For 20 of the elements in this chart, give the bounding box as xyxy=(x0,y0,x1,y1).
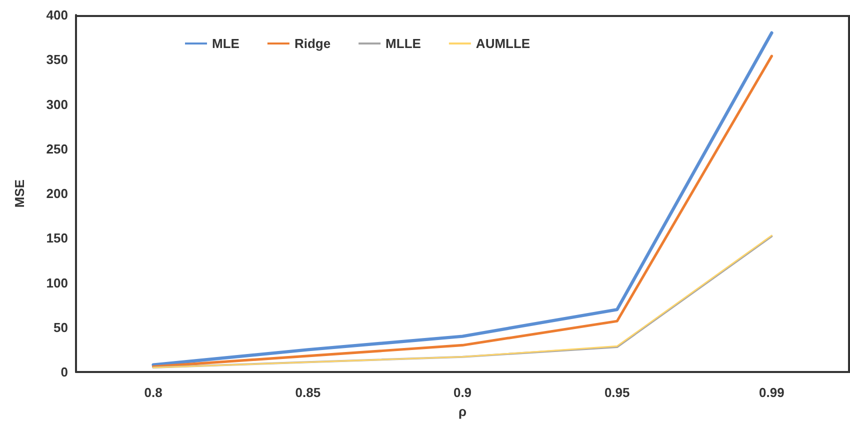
x-tick-label: 0.8 xyxy=(144,385,162,400)
x-tick-label: 0.95 xyxy=(604,385,630,400)
x-tick-label: 0.99 xyxy=(759,385,784,400)
y-tick-label: 350 xyxy=(46,52,68,68)
y-tick-label: 200 xyxy=(46,186,68,201)
y-tick-label: 50 xyxy=(54,320,68,335)
y-tick-label: 0 xyxy=(60,364,68,380)
legend-label: Ridge xyxy=(294,36,331,51)
legend-label: AUMLLE xyxy=(476,36,530,51)
x-axis-title: ρ xyxy=(458,404,467,419)
legend-label: MLLE xyxy=(386,36,422,51)
y-tick-label: 100 xyxy=(46,275,68,290)
y-tick-label: 150 xyxy=(46,230,68,246)
x-tick-label: 0.85 xyxy=(295,385,321,400)
legend-label: MLE xyxy=(212,36,240,51)
y-tick-label: 300 xyxy=(46,96,68,112)
y-axis-title: MSE xyxy=(12,179,27,208)
y-tick-label: 400 xyxy=(46,8,68,22)
x-tick-label: 0.9 xyxy=(453,385,472,400)
y-tick-label: 250 xyxy=(46,141,68,156)
